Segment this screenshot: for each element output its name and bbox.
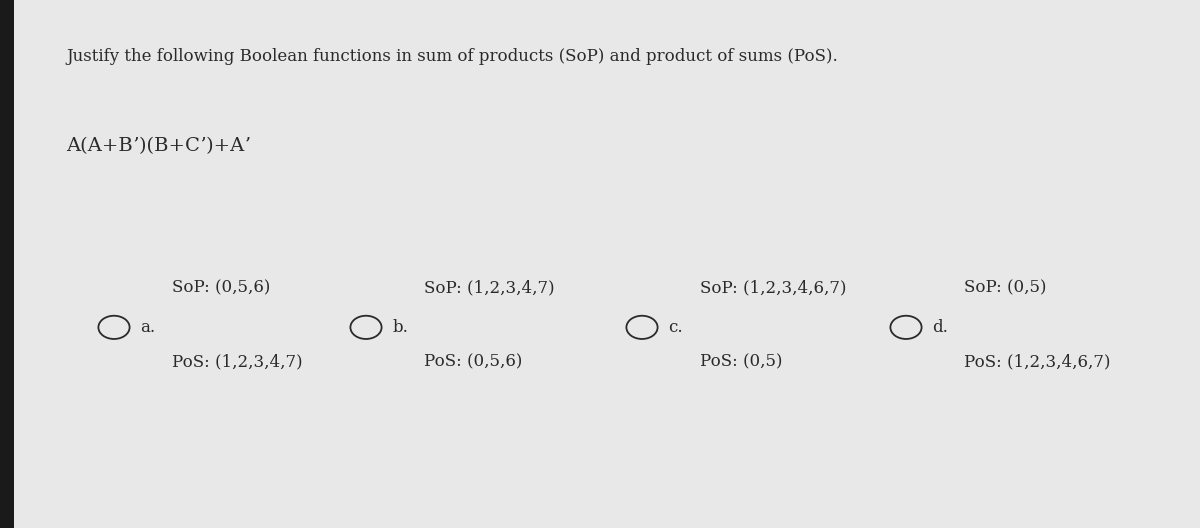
Text: PoS: (1,2,3,4,7): PoS: (1,2,3,4,7) xyxy=(172,353,302,370)
Text: Justify the following Boolean functions in sum of products (SoP) and product of : Justify the following Boolean functions … xyxy=(66,48,838,64)
FancyBboxPatch shape xyxy=(14,0,1200,528)
Text: a.: a. xyxy=(140,319,156,336)
Text: d.: d. xyxy=(932,319,948,336)
Text: PoS: (0,5,6): PoS: (0,5,6) xyxy=(424,353,522,370)
Text: PoS: (0,5): PoS: (0,5) xyxy=(700,353,782,370)
Text: A(A+Bʼ)(B+Cʼ)+Aʼ: A(A+Bʼ)(B+Cʼ)+Aʼ xyxy=(66,137,251,155)
Text: SoP: (0,5): SoP: (0,5) xyxy=(964,279,1046,296)
Text: c.: c. xyxy=(668,319,683,336)
Text: SoP: (1,2,3,4,7): SoP: (1,2,3,4,7) xyxy=(424,279,554,296)
Text: SoP: (1,2,3,4,6,7): SoP: (1,2,3,4,6,7) xyxy=(700,279,846,296)
Text: SoP: (0,5,6): SoP: (0,5,6) xyxy=(172,279,270,296)
Text: PoS: (1,2,3,4,6,7): PoS: (1,2,3,4,6,7) xyxy=(964,353,1110,370)
FancyBboxPatch shape xyxy=(0,0,14,528)
Text: b.: b. xyxy=(392,319,408,336)
